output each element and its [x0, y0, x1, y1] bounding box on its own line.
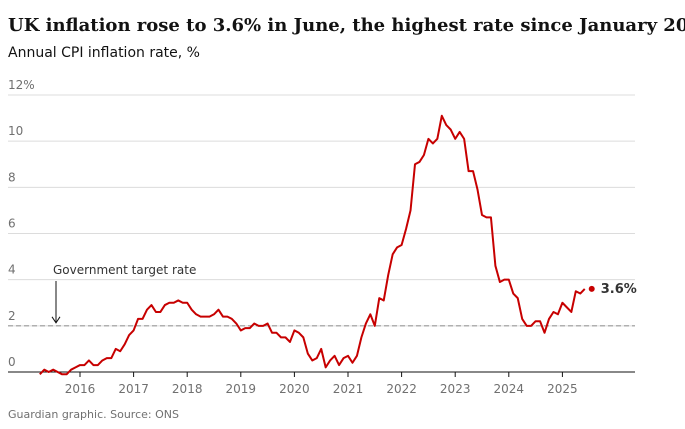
- value-label: 3.6%: [601, 282, 637, 297]
- y-tick-label: 4: [8, 263, 16, 277]
- x-tick-label: 2024: [494, 382, 525, 396]
- source: Guardian graphic. Source: ONS: [8, 408, 179, 421]
- annotation: Government target rate: [53, 263, 196, 277]
- plot: 0 2 4 6 8 10 12% 2016 2017 2018 2019 2020 2021 2022 20…: [8, 78, 637, 396]
- y-tick-label: 2: [8, 309, 16, 323]
- x-tick-label: 2025: [547, 382, 578, 396]
- x-tick-label: 2021: [333, 382, 364, 396]
- y-tick-label: 0: [8, 355, 16, 369]
- x-tick-label: 2022: [386, 382, 417, 396]
- x-tick-label: 2023: [440, 382, 471, 396]
- chart-subtitle: Annual CPI inflation rate, %: [8, 45, 200, 61]
- y-tick-label: 8: [8, 170, 16, 184]
- y-tick-label: 6: [8, 217, 16, 231]
- y-tick-label: 12%: [8, 78, 35, 92]
- x-tick-label: 2019: [226, 382, 257, 396]
- y-tick-label: 10: [8, 124, 23, 138]
- x-tick-label: 2020: [279, 382, 310, 396]
- annotation-arrowhead: [51, 316, 61, 324]
- chart-title: UK inflation rose to 3.6% in June, the h…: [8, 15, 685, 36]
- end-dot: [588, 285, 595, 292]
- cpi-line: [39, 114, 586, 376]
- x-tick-label: 2017: [118, 382, 149, 396]
- x-tick-label: 2018: [172, 382, 203, 396]
- x-tick-label: 2016: [65, 382, 96, 396]
